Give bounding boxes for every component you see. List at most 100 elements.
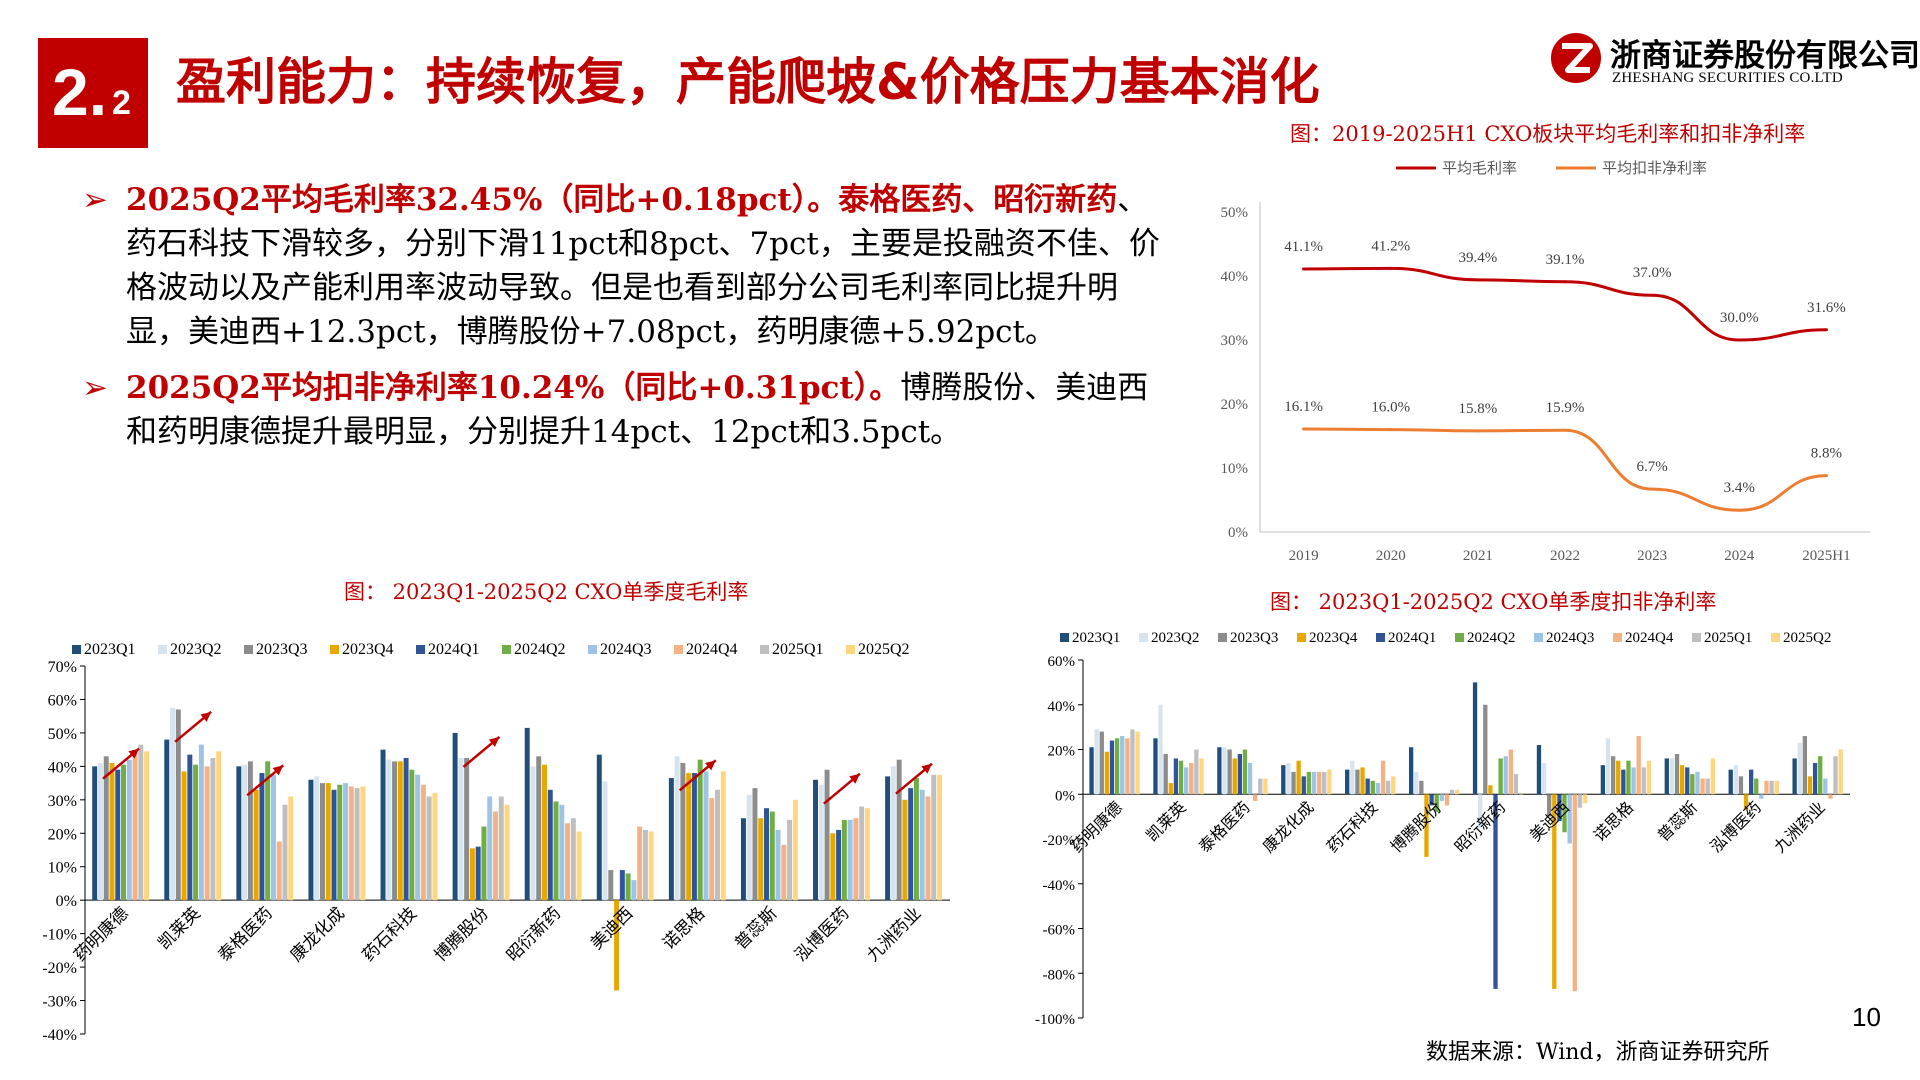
bar-2023q1-4: [1345, 769, 1350, 795]
bar-2023q2-8: [674, 756, 680, 901]
trend-arrow-head: [921, 763, 932, 774]
bar-2025q1-0: [138, 744, 144, 901]
bar-2023q2-7: [602, 781, 608, 901]
bar-2023q3-2: [1227, 749, 1232, 795]
bar-2023q2-10: [818, 784, 824, 901]
category-label: 普蕊斯: [731, 904, 780, 953]
y-tick-label: 50%: [48, 726, 77, 743]
bar-2023q1-11: [1792, 758, 1797, 795]
bar-2023q3-9: [752, 788, 758, 901]
bar-2024q4-4: [1380, 760, 1386, 795]
section-number-major: 2.: [52, 55, 108, 129]
bar-2023q1-1: [1153, 738, 1158, 795]
legend-swatch-2023q2: [158, 645, 167, 654]
bar-2024q2-7: [625, 873, 631, 901]
legend-swatch-2025q2: [846, 645, 855, 654]
bar-2024q1-8: [691, 773, 697, 901]
bar-2024q2-6: [553, 801, 559, 901]
bar-2024q4-9: [781, 844, 787, 901]
category-label: 凯莱英: [1143, 798, 1190, 845]
x-tick-label: 2019: [1289, 548, 1319, 564]
y-tick-label: 20%: [48, 826, 77, 843]
data-label-1-3: 15.9%: [1546, 400, 1585, 416]
bar-2025q2-10: [864, 808, 870, 901]
category-label: 普蕊斯: [1654, 798, 1701, 845]
data-label-0-1: 41.2%: [1371, 238, 1410, 254]
data-label-1-1: 16.0%: [1371, 400, 1410, 416]
trend-arrow-head: [849, 773, 860, 784]
bar-2023q2-1: [1158, 704, 1163, 795]
bar-2024q4-4: [420, 784, 426, 901]
bar-2024q1-7: [619, 870, 625, 901]
bar-2025q1-1: [210, 758, 216, 901]
bar-2024q3-7: [631, 880, 637, 901]
bar-2025q2-9: [1710, 758, 1715, 795]
legend-label-2024q1: 2024Q1: [428, 641, 480, 658]
legend-swatch-2024q4: [674, 645, 683, 654]
bar-2024q4-1: [1189, 762, 1194, 795]
bar-2023q2-8: [1605, 738, 1611, 795]
bar-2023q4-6: [1488, 785, 1493, 795]
bullet-list: ➢ 2025Q2平均毛利率32.45%（同比+0.18pct）。泰格医药、昭衍新…: [82, 178, 1172, 466]
bar-2024q2-1: [1178, 760, 1184, 795]
y-tick-label: 0%: [1228, 525, 1248, 541]
trend-arrow-head: [128, 748, 140, 759]
bar-2023q3-0: [103, 756, 109, 901]
bullet-item-gross-margin: ➢ 2025Q2平均毛利率32.45%（同比+0.18pct）。泰格医药、昭衍新…: [82, 178, 1172, 354]
bar-2025q2-5: [504, 804, 510, 901]
bar-2024q3-1: [198, 744, 204, 901]
bar-2023q3-7: [1547, 794, 1552, 817]
legend-swatch-2023q3: [244, 645, 253, 654]
bar-2024q1-3: [1301, 776, 1306, 795]
bar-2023q2-4: [1350, 760, 1355, 795]
bar-2023q3-10: [1738, 776, 1744, 795]
data-point-0-4: [1650, 293, 1654, 297]
data-label-1-5: 3.4%: [1724, 480, 1755, 496]
x-tick-label: 2024: [1724, 548, 1755, 564]
bar-2024q4-8: [1636, 736, 1641, 795]
y-tick-label: 10%: [1221, 461, 1249, 477]
trend-arrow-icon: [102, 747, 140, 780]
legend-swatch-2024q3: [1534, 633, 1543, 642]
bar-2023q3-6: [1483, 704, 1488, 795]
bar-2025q1-6: [570, 818, 576, 901]
bar-2025q1-6: [1513, 774, 1519, 795]
series-line-1: [1303, 427, 1827, 512]
bar-2025q1-0: [1130, 729, 1135, 795]
bar-2023q4-4: [397, 761, 403, 901]
bar-2023q2-1: [170, 707, 176, 901]
logo-chinese-name: 浙商证券股份有限公司: [1610, 38, 1920, 74]
data-point-0-3: [1563, 280, 1567, 284]
bar-2024q2-3: [1306, 771, 1312, 795]
y-tick-label: 10%: [48, 860, 77, 877]
category-label: 药明康德: [1068, 798, 1126, 856]
y-tick-label: -40%: [1043, 878, 1076, 894]
bar-2024q4-0: [132, 751, 138, 901]
bar-2024q4-11: [1828, 794, 1833, 799]
legend-swatch-2024q3: [588, 645, 597, 654]
page-number: 10: [1852, 1002, 1881, 1032]
bar-2023q4-5: [469, 848, 475, 901]
data-point-0-0: [1302, 267, 1306, 271]
y-tick-label: -20%: [1043, 833, 1076, 849]
bar-2024q4-3: [348, 786, 354, 901]
bar-2025q2-10: [1774, 780, 1779, 795]
legend-swatch-2023q4: [1297, 633, 1306, 642]
bar-2024q2-5: [1434, 794, 1439, 813]
y-tick-label: -60%: [1043, 923, 1076, 939]
bar-2024q2-8: [1626, 760, 1631, 795]
bar-2025q2-4: [1391, 776, 1396, 795]
y-tick-label: 0%: [56, 893, 77, 910]
data-label-0-0: 41.1%: [1284, 239, 1323, 255]
bar-2023q3-7: [608, 870, 614, 901]
category-label: 康龙化成: [287, 904, 349, 966]
bar-2025q2-8: [1646, 760, 1652, 795]
bar-2024q1-3: [331, 789, 337, 901]
y-tick-label: 20%: [1221, 397, 1249, 413]
bar-2025q1-11: [1833, 756, 1838, 795]
data-point-1-1: [1389, 428, 1393, 432]
bar-2025q1-5: [498, 796, 504, 901]
bar-2024q2-4: [1370, 780, 1375, 795]
y-tick-label: -10%: [42, 927, 77, 944]
bar-2025q2-7: [648, 831, 654, 901]
